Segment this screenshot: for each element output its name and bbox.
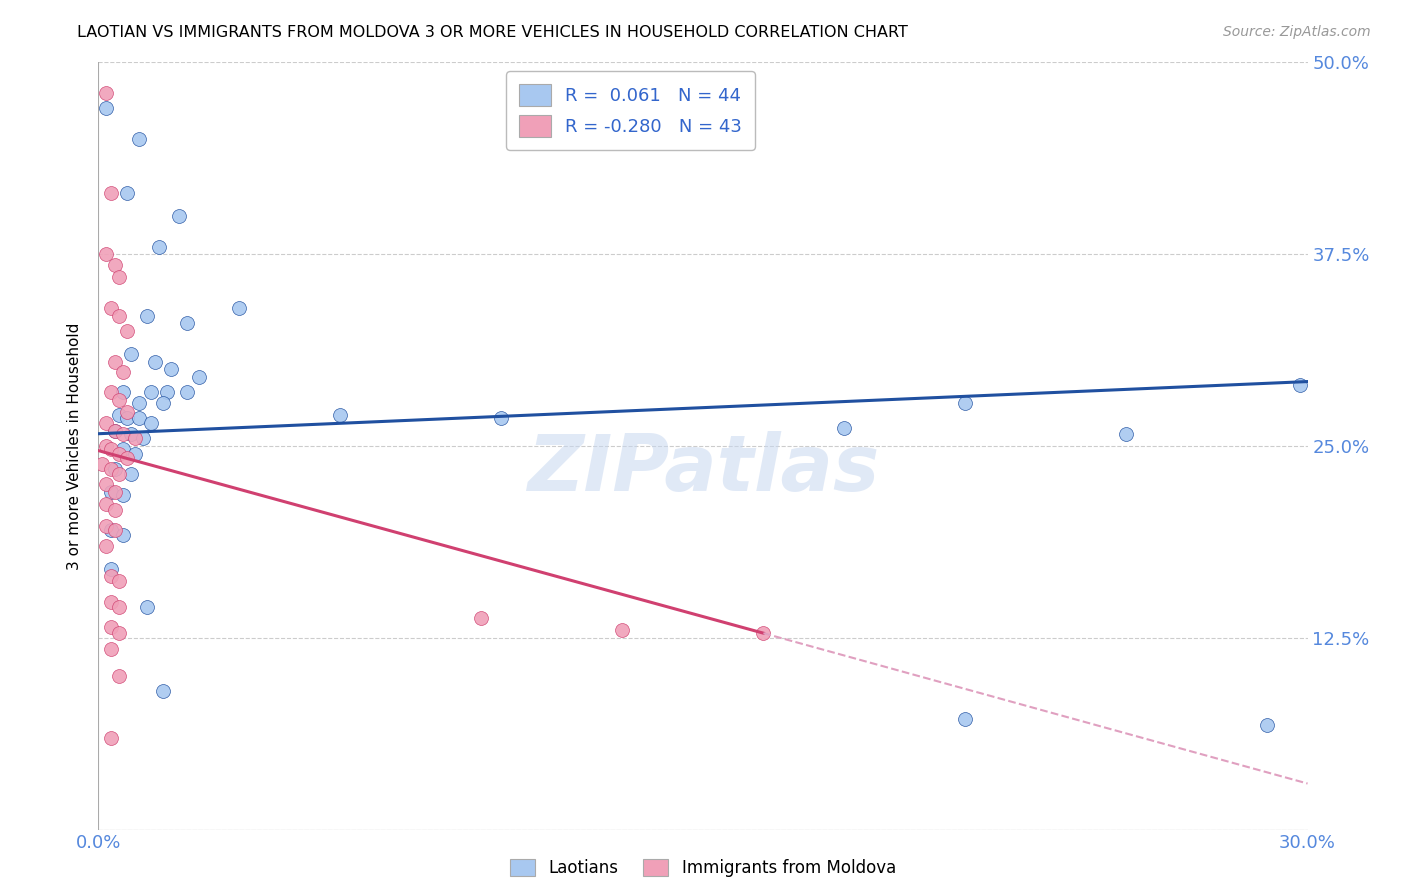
Point [139, 385, 162, 400]
Point [107, 600, 129, 615]
Point [107, 574, 129, 588]
Point [752, 626, 775, 640]
Point [132, 431, 155, 445]
Point [96, 86, 118, 100]
Point [953, 396, 976, 410]
Point [120, 426, 142, 441]
Point [128, 132, 150, 146]
Point [107, 626, 129, 640]
Point [176, 385, 198, 400]
Point [100, 524, 122, 538]
Point [100, 641, 122, 656]
Point [100, 595, 122, 609]
Point [167, 209, 190, 223]
Point [124, 447, 146, 461]
Point [139, 416, 162, 430]
Text: LAOTIAN VS IMMIGRANTS FROM MOLDOVA 3 OR MORE VEHICLES IN HOUSEHOLD CORRELATION C: LAOTIAN VS IMMIGRANTS FROM MOLDOVA 3 OR … [77, 25, 908, 40]
Point [96, 539, 118, 553]
Point [100, 620, 122, 634]
Point [107, 447, 129, 461]
Point [612, 623, 634, 637]
Y-axis label: 3 or more Vehicles in Household: 3 or more Vehicles in Household [67, 322, 83, 570]
Point [107, 392, 129, 407]
Point [115, 405, 138, 419]
Point [100, 569, 122, 583]
Point [152, 396, 174, 410]
Point [107, 309, 129, 323]
Point [100, 301, 122, 315]
Point [135, 309, 157, 323]
Point [100, 731, 122, 745]
Point [120, 467, 142, 481]
Point [143, 354, 166, 368]
Text: ZIPatlas: ZIPatlas [527, 431, 879, 507]
Text: Source: ZipAtlas.com: Source: ZipAtlas.com [1223, 25, 1371, 39]
Point [329, 409, 352, 423]
Point [156, 385, 179, 400]
Point [111, 528, 134, 542]
Point [111, 426, 134, 441]
Point [128, 396, 150, 410]
Point [228, 301, 250, 315]
Point [188, 370, 211, 384]
Point [103, 424, 125, 438]
Point [103, 503, 125, 517]
Point [152, 684, 174, 698]
Point [115, 451, 138, 466]
Point [470, 611, 492, 625]
Point [107, 409, 129, 423]
Point [111, 442, 134, 456]
Point [115, 411, 138, 425]
Point [107, 669, 129, 683]
Point [176, 316, 198, 330]
Point [103, 258, 125, 272]
Point [120, 347, 142, 361]
Point [103, 462, 125, 476]
Point [96, 477, 118, 491]
Point [100, 186, 122, 200]
Point [111, 385, 134, 400]
Point [103, 485, 125, 500]
Point [953, 712, 976, 726]
Legend: R =  0.061   N = 44, R = -0.280   N = 43: R = 0.061 N = 44, R = -0.280 N = 43 [506, 71, 755, 150]
Point [100, 562, 122, 576]
Point [107, 467, 129, 481]
Point [135, 600, 157, 615]
Point [100, 485, 122, 500]
Point [1115, 426, 1137, 441]
Point [128, 411, 150, 425]
Point [103, 524, 125, 538]
Point [100, 442, 122, 456]
Point [91, 458, 114, 472]
Point [100, 462, 122, 476]
Point [96, 102, 118, 116]
Legend: Laotians, Immigrants from Moldova: Laotians, Immigrants from Moldova [503, 852, 903, 884]
Point [1288, 377, 1310, 392]
Point [103, 354, 125, 368]
Point [107, 270, 129, 285]
Point [115, 324, 138, 338]
Point [100, 385, 122, 400]
Point [96, 416, 118, 430]
Point [115, 186, 138, 200]
Point [96, 247, 118, 261]
Point [832, 420, 855, 434]
Point [96, 497, 118, 511]
Point [96, 518, 118, 533]
Point [491, 411, 513, 425]
Point [160, 362, 183, 376]
Point [103, 424, 125, 438]
Point [111, 488, 134, 502]
Point [96, 439, 118, 453]
Point [1256, 718, 1278, 732]
Point [148, 239, 170, 253]
Point [124, 431, 146, 445]
Point [111, 365, 134, 379]
